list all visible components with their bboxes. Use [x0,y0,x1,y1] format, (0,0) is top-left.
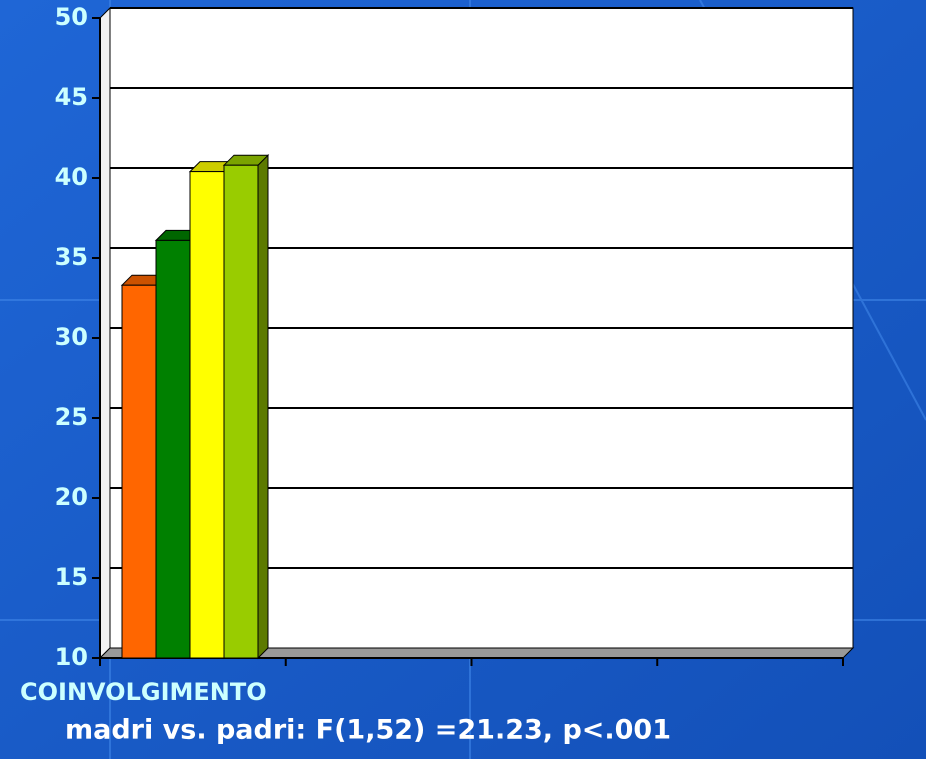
bar [155,239,191,659]
y-tick-label: 20 [55,483,88,511]
y-tick-label: 50 [55,3,88,31]
bar [189,171,225,659]
y-tick-label: 45 [55,83,88,111]
y-tick-label: 35 [55,243,88,271]
annotation: madri vs. padri: F(1,52) =21.23, p<.001 [65,715,671,746]
bar [121,284,157,659]
bar-side [257,153,269,660]
y-tick-label: 30 [55,323,88,351]
x-tick-label: COINVOLGIMENTO [20,678,267,706]
y-tick-label: 25 [55,403,88,431]
y-tick-label: 15 [55,563,88,591]
y-tick-label: 40 [55,163,88,191]
bar [223,164,259,659]
y-tick-label: 10 [55,643,88,671]
side-wall [99,6,111,660]
